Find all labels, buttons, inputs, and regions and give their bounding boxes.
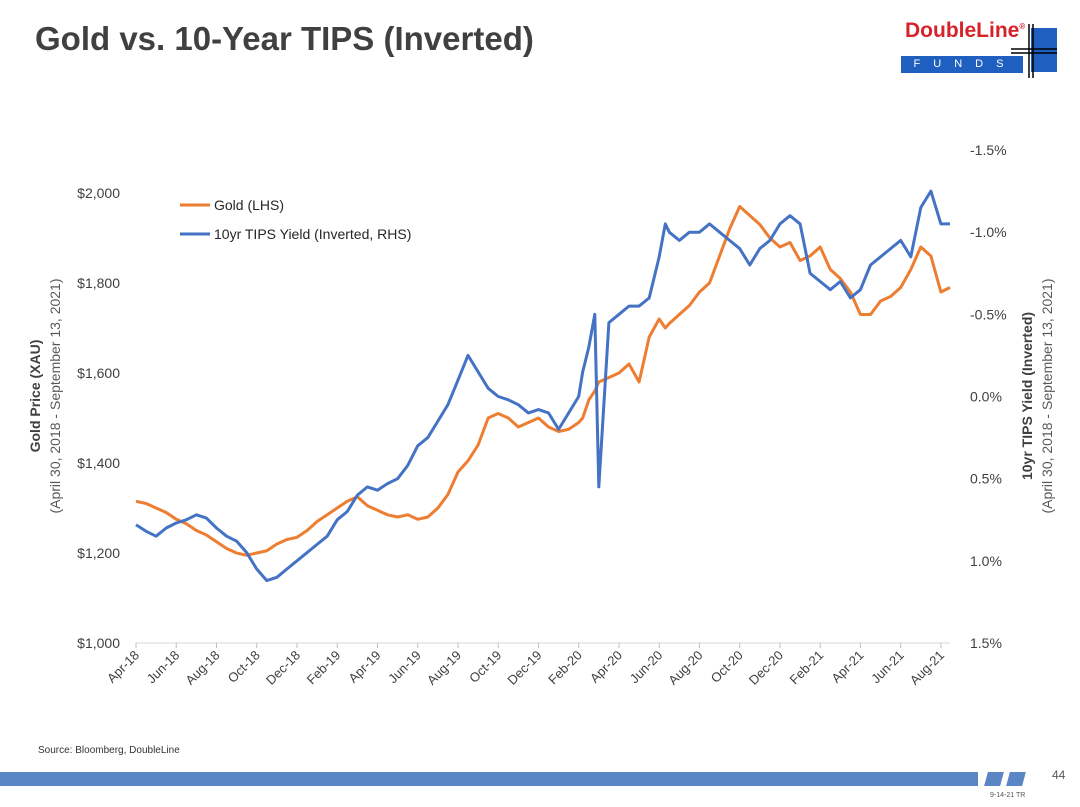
page-number: 44 bbox=[1052, 768, 1066, 782]
x-tick-label: Jun-18 bbox=[144, 648, 183, 687]
right-tick-label: 1.5% bbox=[970, 635, 1002, 651]
right-axis-subtitle: (April 30, 2018 - September 13, 2021) bbox=[1039, 278, 1055, 513]
right-tick-label: -1.5% bbox=[970, 142, 1007, 158]
x-tick-label: Feb-19 bbox=[304, 648, 344, 688]
legend: Gold (LHS) 10yr TIPS Yield (Inverted, RHS… bbox=[180, 197, 411, 242]
x-tick-label: Dec-19 bbox=[504, 648, 544, 688]
x-tick-label: Jun-19 bbox=[385, 648, 424, 687]
right-tick-label: 1.0% bbox=[970, 553, 1002, 569]
left-tick-label: $1,600 bbox=[77, 365, 120, 381]
left-axis-subtitle: (April 30, 2018 - September 13, 2021) bbox=[47, 278, 63, 513]
right-tick-label: 0.0% bbox=[970, 389, 1002, 405]
tips-series-line bbox=[135, 189, 950, 583]
logo-blue-block bbox=[1031, 28, 1057, 72]
logo-registered-mark: ® bbox=[1019, 22, 1026, 31]
x-tick-label: Apr-18 bbox=[104, 648, 142, 686]
axis-layer: $1,000 $1,200 $1,400 $1,600 $1,800 $2,000 1.5%… bbox=[27, 142, 1055, 688]
source-note: Source: Bloomberg, DoubleLine bbox=[38, 745, 180, 756]
x-tick-label: Dec-20 bbox=[746, 648, 786, 688]
x-tick-label: Apr-21 bbox=[828, 648, 866, 686]
x-tick-label: Aug-20 bbox=[665, 648, 705, 688]
left-tick-label: $1,200 bbox=[77, 545, 120, 561]
logo-wordmark: DoubleLine® bbox=[905, 19, 1025, 43]
right-axis-title: 10yr TIPS Yield (Inverted) bbox=[1019, 312, 1035, 480]
right-tick-label: -0.5% bbox=[970, 306, 1007, 322]
x-tick-label: Oct-19 bbox=[466, 648, 504, 686]
x-tick-label: Dec-18 bbox=[263, 648, 303, 688]
x-tick-label: Apr-20 bbox=[587, 648, 625, 686]
left-tick-label: $1,400 bbox=[77, 455, 120, 471]
x-tick-label: Oct-20 bbox=[708, 648, 746, 686]
x-tick-label: Jun-20 bbox=[627, 648, 666, 687]
logo-grid-icon bbox=[1011, 24, 1057, 78]
logo-funds-bar: FUNDS bbox=[901, 56, 1023, 73]
gold-series-line bbox=[135, 205, 951, 557]
x-tick-label: Aug-19 bbox=[424, 648, 464, 688]
left-tick-label: $1,000 bbox=[77, 635, 120, 651]
x-tick-label: Feb-20 bbox=[545, 648, 585, 688]
right-tick-label: -1.0% bbox=[970, 224, 1007, 240]
logo-word-text: DoubleLine bbox=[905, 19, 1020, 42]
left-axis-title: Gold Price (XAU) bbox=[27, 340, 43, 453]
x-tick-label: Jun-21 bbox=[868, 648, 907, 687]
logo-funds-text: FUNDS bbox=[913, 58, 1017, 70]
x-tick-label: Apr-19 bbox=[345, 648, 383, 686]
x-tick-label: Aug-18 bbox=[182, 648, 222, 688]
left-tick-label: $1,800 bbox=[77, 275, 120, 291]
footer-bar bbox=[0, 772, 978, 786]
legend-label-tips: 10yr TIPS Yield (Inverted, RHS) bbox=[214, 226, 411, 242]
legend-label-gold: Gold (LHS) bbox=[214, 197, 284, 213]
x-tick-label: Aug-21 bbox=[907, 648, 947, 688]
series-layer bbox=[135, 189, 951, 583]
page-title: Gold vs. 10-Year TIPS (Inverted) bbox=[35, 20, 534, 57]
x-tick-label: Feb-21 bbox=[787, 648, 827, 688]
left-tick-label: $2,000 bbox=[77, 185, 120, 201]
doubleline-logo: DoubleLine® FUNDS bbox=[893, 18, 1058, 80]
x-tick-label: Oct-18 bbox=[225, 648, 263, 686]
date-stamp: 9-14-21 TR bbox=[990, 792, 1026, 799]
right-tick-label: 0.5% bbox=[970, 471, 1002, 487]
